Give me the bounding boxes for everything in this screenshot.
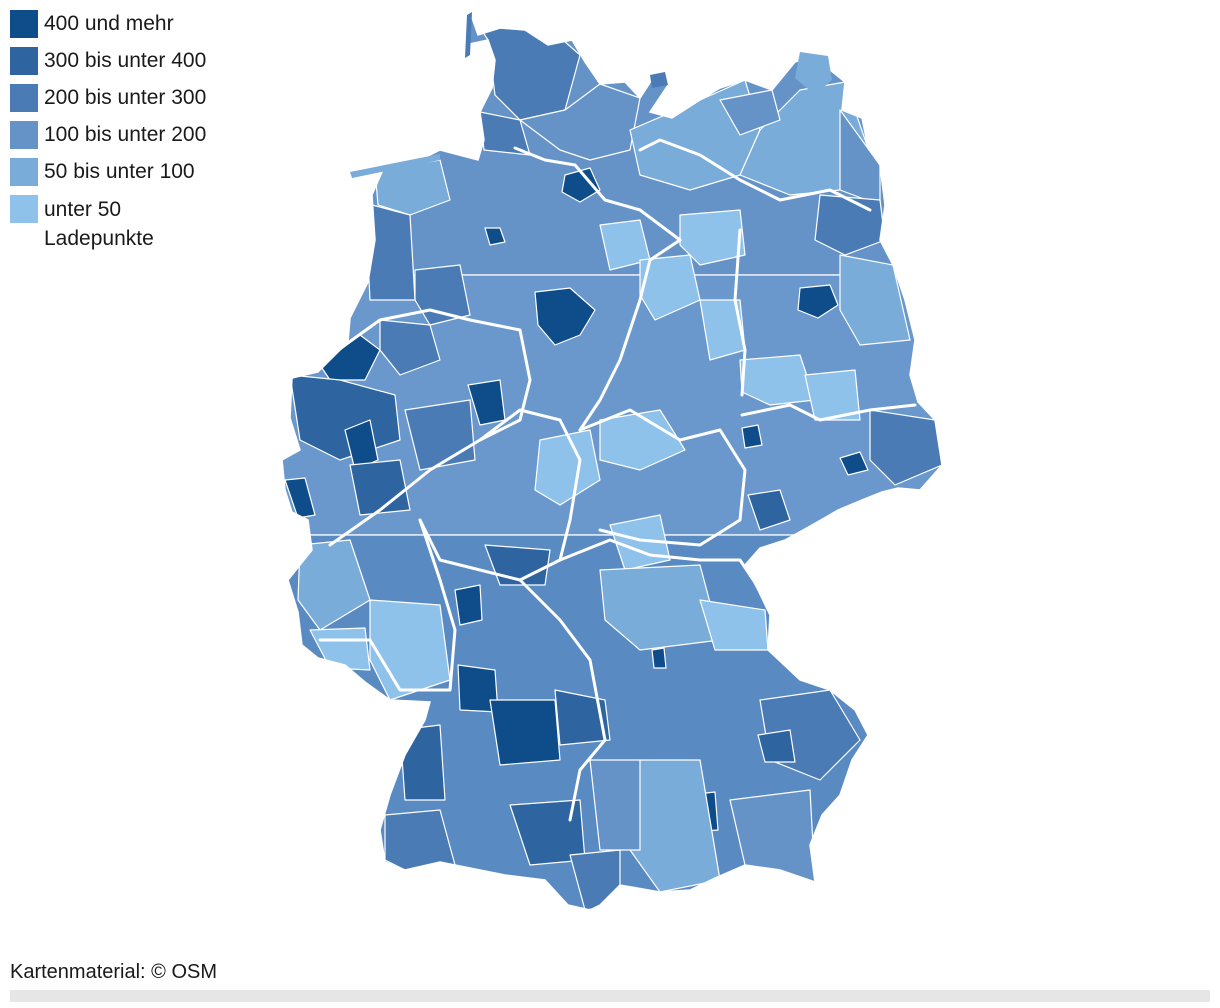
district-koeln	[349, 459, 411, 516]
border-sn-north	[740, 403, 917, 422]
island-fehmarn	[650, 72, 668, 88]
border-he	[418, 408, 582, 582]
district-vogtland	[747, 489, 791, 531]
district-sachsen-east	[869, 409, 942, 486]
district-holstein	[519, 83, 641, 161]
district-muenster	[379, 319, 441, 376]
district-leipzig	[741, 424, 763, 449]
border-sh	[513, 146, 682, 242]
island-ruegen	[795, 52, 832, 95]
district-altmark	[639, 254, 701, 321]
country-outline	[281, 11, 943, 911]
legend-item-100-200: 100 bis unter 200	[10, 121, 206, 149]
district-hamburg	[561, 167, 601, 203]
legend-label: 200 bis unter 300	[44, 86, 207, 109]
district-berlin	[797, 284, 839, 319]
legend-item-200-300: 200 bis unter 300	[10, 84, 206, 112]
legend-item-under-50: unter 50 Ladepunkte	[10, 195, 206, 253]
district-stuttgart	[489, 699, 561, 766]
district-duesseldorf	[344, 419, 379, 471]
district-heilbronn	[554, 689, 611, 746]
district-franken	[599, 564, 721, 651]
district-rhein-main	[454, 584, 483, 626]
district-hessen-north	[534, 429, 601, 506]
district-thueringen	[599, 409, 686, 471]
border-nrw	[328, 308, 532, 547]
district-bremen	[484, 227, 506, 246]
legend-label: 300 bis unter 400	[44, 49, 207, 72]
district-ortenau	[399, 724, 446, 801]
legend-item-50-100: 50 bis unter 100	[10, 158, 206, 186]
map-legend: 400 und mehr 300 bis unter 400 200 bis u…	[10, 10, 206, 262]
border-th	[578, 408, 747, 547]
border-rp	[318, 518, 457, 692]
border-st-bb	[733, 228, 747, 397]
border-ni-east	[578, 238, 682, 432]
legend-swatch	[10, 158, 38, 186]
district-dresden	[839, 451, 869, 476]
legend-swatch	[10, 195, 38, 223]
legend-label: 400 und mehr	[44, 12, 174, 35]
map-credit: Kartenmaterial: © OSM	[10, 961, 218, 983]
legend-swatch	[10, 121, 38, 149]
island-sylt	[465, 12, 472, 58]
district-emsland	[367, 204, 416, 301]
legend-swatch	[10, 47, 38, 75]
district-passau	[757, 729, 796, 763]
state-borders	[318, 138, 917, 822]
district-brandenburg-east	[839, 254, 911, 346]
legend-item-400-plus: 400 und mehr	[10, 10, 206, 38]
germany-choropleth-map	[281, 11, 943, 911]
legend-unit: Ladepunkte	[44, 227, 154, 250]
district-rheinland-pfalz-north	[297, 539, 371, 631]
border-bw-by	[518, 578, 607, 822]
legend-label-text: unter 50	[44, 198, 122, 221]
horizontal-scrollbar[interactable]	[10, 990, 1210, 1002]
district-schwaben	[589, 759, 641, 851]
district-nuernberg	[651, 647, 667, 669]
district-hannover	[534, 287, 596, 346]
border-mv-bb	[638, 138, 872, 212]
legend-label: 100 bis unter 200	[44, 123, 207, 146]
district-mv-rostock	[719, 89, 781, 136]
legend-label: 50 bis unter 100	[44, 160, 195, 183]
border-by-north	[558, 538, 762, 592]
district-aachen	[284, 477, 316, 519]
district-spree-neisse	[804, 369, 861, 421]
legend-swatch	[10, 84, 38, 112]
legend-swatch	[10, 10, 38, 38]
legend-label: unter 50 Ladepunkte	[44, 195, 154, 253]
legend-item-300-400: 300 bis unter 400	[10, 47, 206, 75]
island-frisian	[350, 154, 440, 178]
